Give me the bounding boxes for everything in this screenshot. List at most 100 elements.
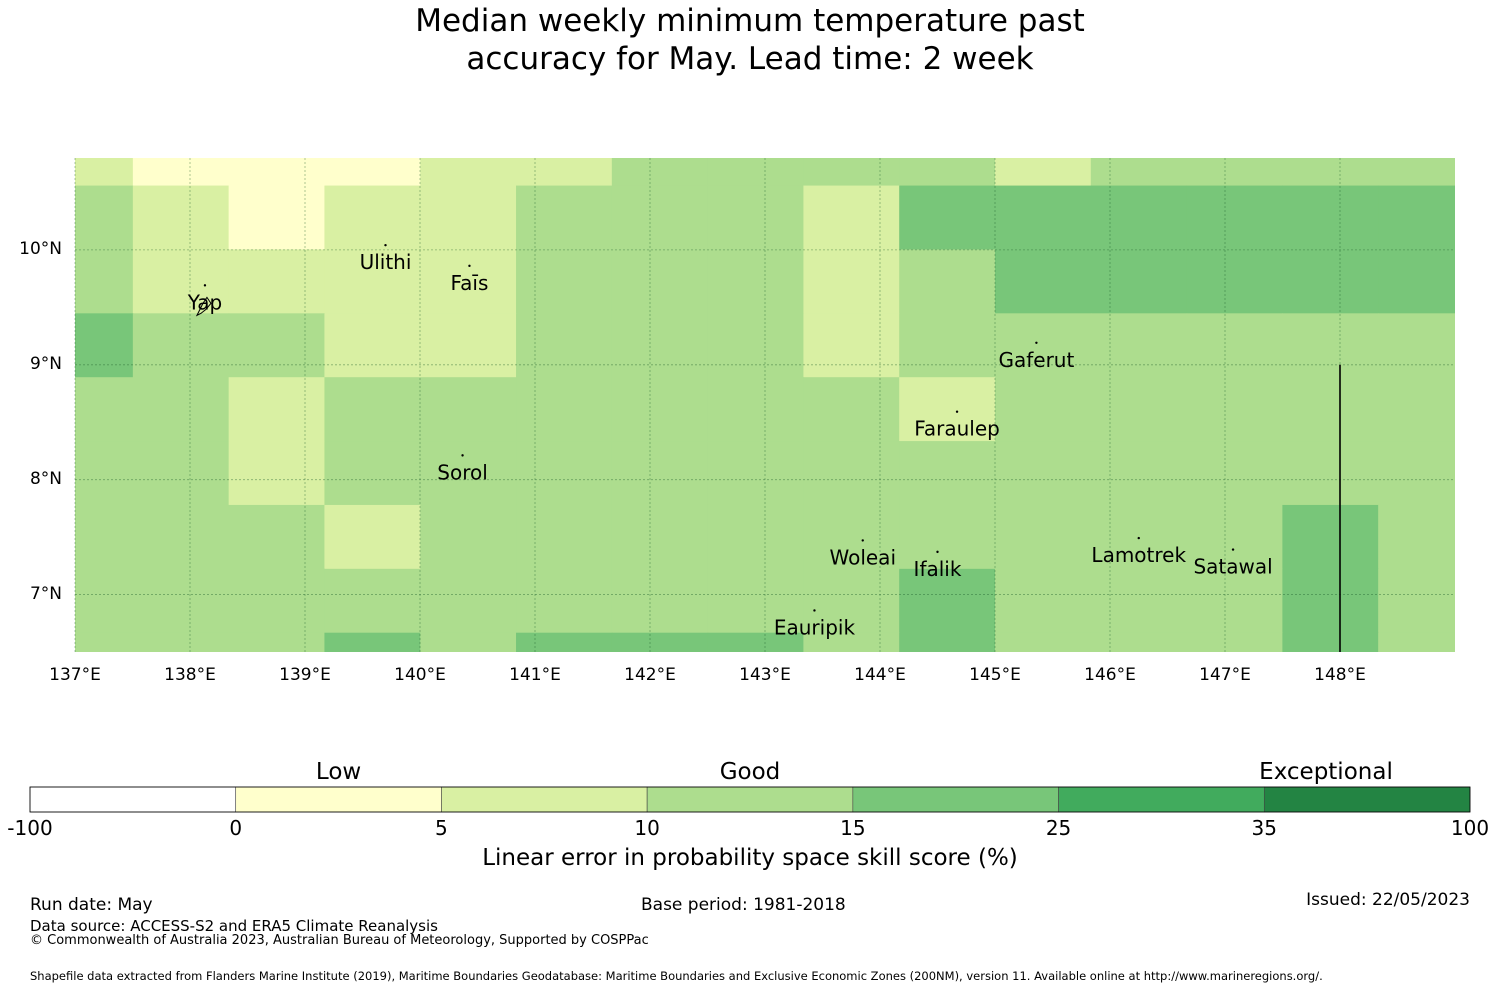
grid-cell (1474, 249, 1500, 313)
colorbar-tick-label: 5 (435, 816, 448, 840)
grid-cell (1378, 249, 1455, 314)
grid-cells (75, 158, 1500, 652)
grid-cell (132, 441, 230, 506)
island-marker (936, 550, 939, 554)
lon-tick-label: 147°E (1199, 665, 1251, 685)
lon-tick-label: 146°E (1084, 665, 1136, 685)
grid-cell (995, 441, 1092, 506)
island-label: Ulithi (360, 250, 412, 274)
grid-cell (228, 568, 326, 634)
data-source: Data source: ACCESS-S2 and ERA5 Climate … (30, 917, 438, 935)
grid-cell (75, 504, 134, 570)
grid-cell (995, 249, 1092, 314)
grid-cell (803, 185, 900, 251)
grid-cell (995, 568, 1092, 634)
grid-cell (611, 504, 709, 570)
island-marker (384, 243, 387, 247)
island-label: Eauripik (774, 615, 856, 639)
lat-tick-label: 10°N (19, 238, 62, 259)
grid-cell (420, 313, 517, 378)
grid-cell (75, 568, 134, 634)
grid-cell (1090, 377, 1188, 442)
grid-cell (324, 249, 421, 314)
grid-cell (1282, 568, 1379, 634)
island-marker (813, 609, 816, 612)
grid-cell (228, 313, 326, 378)
grid-cell (1474, 186, 1500, 250)
colorbar-frame (29, 786, 1471, 813)
grid-cell (75, 185, 134, 251)
island-marker (1137, 536, 1140, 540)
grid-cell (1090, 441, 1188, 506)
grid-cell (420, 377, 517, 442)
copyright: © Commonwealth of Australia 2023, Austra… (30, 933, 649, 948)
grid-cell (803, 158, 900, 187)
grid-cell (324, 568, 421, 634)
grid-cell (324, 441, 421, 506)
lon-tick-label: 143°E (739, 665, 791, 685)
grid-cell (1282, 249, 1379, 314)
grid-cell (1186, 568, 1283, 634)
grid-cell (1474, 569, 1500, 633)
grid-cell (75, 249, 134, 314)
grid-cell (1186, 504, 1283, 570)
grid-cell (803, 504, 900, 570)
grid-cell (1378, 158, 1455, 187)
grid-cell (1282, 313, 1379, 378)
grid-cell (1090, 158, 1188, 187)
colorbar-bin (235, 786, 442, 813)
grid-cell (324, 313, 421, 378)
grid-cell (132, 504, 230, 570)
gridlines (74, 158, 1455, 652)
lon-tick-label: 142°E (624, 665, 676, 685)
colorbar-category-label: Exceptional (1259, 759, 1393, 785)
grid-cell (420, 568, 517, 634)
grid-cell (132, 158, 230, 187)
colorbar-tick-label: 25 (1045, 816, 1072, 840)
grid-cell (1282, 504, 1379, 570)
grid-cell (707, 249, 805, 314)
title-line-1: Median weekly minimum temperature past (415, 3, 1085, 39)
colorbar-category-label: Low (315, 759, 362, 785)
grid-cell (995, 632, 1092, 652)
grid-cell (1282, 632, 1379, 652)
lon-tick-label: 145°E (969, 665, 1021, 685)
grid-cell (420, 441, 517, 506)
lon-tick-label: 144°E (854, 665, 906, 685)
grid-cell (995, 158, 1092, 187)
grid-cell (1474, 313, 1500, 377)
island-label: Faīs (450, 271, 488, 295)
grid-cell (611, 632, 709, 652)
grid-cell (611, 441, 709, 506)
grid-cell (420, 632, 517, 652)
colorbar-tick-label: 35 (1251, 816, 1278, 840)
grid-cell (132, 249, 230, 314)
grid-cell (803, 568, 900, 634)
grid-cell (132, 185, 230, 251)
colorbar-bin (441, 786, 648, 813)
grid-cell (1090, 185, 1188, 251)
colorbar-tick-label: 15 (840, 816, 866, 840)
grid-cell (1282, 158, 1379, 187)
grid-cell (803, 377, 900, 442)
grid-cell (707, 313, 805, 378)
grid-cell (75, 313, 134, 378)
colorbar-category-label: Good (719, 759, 781, 785)
grid-cell (1186, 632, 1283, 652)
grid-cell (228, 249, 326, 314)
grid-cell (516, 632, 613, 652)
colorbar-tick-label: 0 (229, 816, 243, 840)
grid-cell (899, 504, 996, 570)
grid-cell (1186, 185, 1283, 251)
colorbar-bin (1263, 786, 1471, 813)
lat-tick-label: 8°N (29, 468, 62, 489)
base-period: Base period: 1981-2018 (641, 895, 846, 915)
grid-cell (899, 377, 996, 442)
grid-cell (1186, 441, 1283, 506)
grid-cell (1186, 377, 1283, 442)
grid-cell (75, 441, 134, 506)
grid-cell (1282, 441, 1379, 506)
grid-cell (1378, 313, 1455, 378)
grid-cell (1186, 158, 1283, 187)
island-label: Ifalik (914, 557, 962, 581)
